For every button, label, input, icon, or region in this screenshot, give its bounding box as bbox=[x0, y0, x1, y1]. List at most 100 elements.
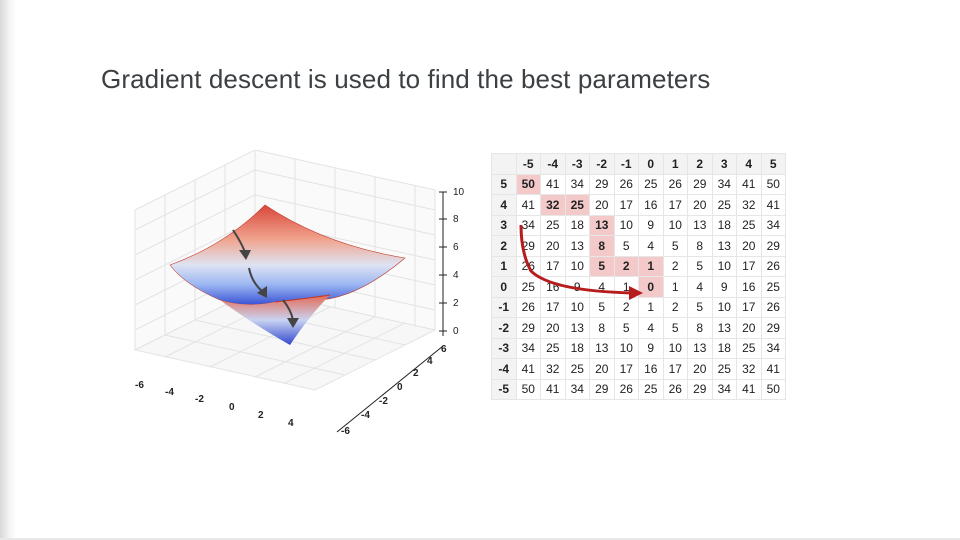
table-cell: 10 bbox=[662, 214, 688, 236]
row-header: -5 bbox=[491, 378, 517, 400]
z-tick-label: 0 bbox=[453, 326, 459, 337]
table-cell: 9 bbox=[711, 276, 737, 298]
table-cell: 20 bbox=[540, 317, 566, 339]
table-cell: 26 bbox=[662, 173, 688, 195]
slide-title: Gradient descent is used to find the bes… bbox=[101, 64, 711, 94]
table-cell: 50 bbox=[515, 173, 541, 195]
table-cell: 25 bbox=[540, 214, 566, 236]
table-cell: 13 bbox=[711, 317, 737, 339]
table-cell: 10 bbox=[662, 337, 688, 359]
row-header: -4 bbox=[491, 358, 517, 380]
table-cell: 29 bbox=[589, 173, 615, 195]
z-tick-label: 4 bbox=[453, 270, 459, 281]
table-cell: 17 bbox=[613, 358, 639, 380]
table-row: 5 50 41 34 29 26 25 26 29 34 41 50 bbox=[491, 173, 786, 195]
table-cell: 10 bbox=[613, 214, 639, 236]
column-header: 3 bbox=[711, 153, 737, 175]
x-tick-label: 2 bbox=[258, 410, 264, 421]
table-cell: 25 bbox=[638, 378, 664, 400]
x-tick-label: -4 bbox=[165, 387, 174, 398]
table-cell: 20 bbox=[540, 235, 566, 257]
table-cell: 32 bbox=[540, 358, 566, 380]
table-cell: 25 bbox=[760, 276, 786, 298]
table-cell: 41 bbox=[540, 378, 566, 400]
row-header: 5 bbox=[491, 173, 517, 195]
table-cell: 32 bbox=[540, 194, 566, 216]
row-header: 4 bbox=[491, 194, 517, 216]
row-header: 2 bbox=[491, 235, 517, 257]
table-cell: 25 bbox=[736, 214, 762, 236]
table-cell: 25 bbox=[540, 337, 566, 359]
table-cell: 26 bbox=[515, 296, 541, 318]
y-tick-label: 0 bbox=[397, 382, 403, 393]
table-cell: 25 bbox=[638, 173, 664, 195]
table-cell: 26 bbox=[662, 378, 688, 400]
table-cell: 29 bbox=[760, 317, 786, 339]
table-cell: 2 bbox=[662, 296, 688, 318]
row-header: 3 bbox=[491, 214, 517, 236]
table-cell: 17 bbox=[540, 296, 566, 318]
table-cell: 34 bbox=[515, 337, 541, 359]
table-cell: 9 bbox=[564, 276, 590, 298]
table-cell: 9 bbox=[638, 214, 664, 236]
table-cell: 17 bbox=[662, 194, 688, 216]
table-cell: 13 bbox=[589, 214, 615, 236]
table-cell: 8 bbox=[589, 317, 615, 339]
table-cell: 34 bbox=[711, 173, 737, 195]
table-cell: 41 bbox=[760, 194, 786, 216]
row-header: -3 bbox=[491, 337, 517, 359]
y-tick-label: -6 bbox=[341, 426, 350, 437]
table-cell: 17 bbox=[736, 296, 762, 318]
table-cell: 25 bbox=[564, 358, 590, 380]
loss-value-table: -5 -4 -3 -2 -1 0 1 2 3 4 5 5 50 41 34 29 26 25 26 29 34 41 50 4… bbox=[491, 153, 786, 400]
table-cell: 10 bbox=[711, 255, 737, 277]
table-cell: 5 bbox=[662, 235, 688, 257]
table-cell: 8 bbox=[589, 235, 615, 257]
table-row: 3 34 25 18 13 10 9 10 13 18 25 34 bbox=[491, 214, 786, 236]
table-cell: 16 bbox=[638, 194, 664, 216]
table-cell: 8 bbox=[687, 317, 713, 339]
table-cell: 10 bbox=[613, 337, 639, 359]
x-tick-label: -6 bbox=[135, 380, 144, 391]
table-cell: 13 bbox=[589, 337, 615, 359]
table-cell: 41 bbox=[736, 378, 762, 400]
table-cell: 13 bbox=[711, 235, 737, 257]
table-cell: 5 bbox=[613, 235, 639, 257]
table-cell: 9 bbox=[638, 337, 664, 359]
table-cell: 41 bbox=[760, 358, 786, 380]
table-header-row: -5 -4 -3 -2 -1 0 1 2 3 4 5 bbox=[491, 153, 786, 175]
table-cell: 50 bbox=[515, 378, 541, 400]
table-cell: 26 bbox=[760, 296, 786, 318]
column-header: -4 bbox=[540, 153, 566, 175]
table-cell: 20 bbox=[687, 194, 713, 216]
table-cell: 18 bbox=[711, 214, 737, 236]
table-cell: 13 bbox=[564, 317, 590, 339]
table-row: 2 29 20 13 8 5 4 5 8 13 20 29 bbox=[491, 235, 786, 257]
table-cell: 5 bbox=[589, 255, 615, 277]
table-corner-cell bbox=[491, 153, 517, 175]
table-cell: 34 bbox=[515, 214, 541, 236]
table-cell: 20 bbox=[589, 194, 615, 216]
slide-bottom-edge bbox=[0, 538, 960, 540]
table-cell: 5 bbox=[687, 255, 713, 277]
table-cell: 29 bbox=[687, 173, 713, 195]
table-cell: 5 bbox=[662, 317, 688, 339]
table-cell: 20 bbox=[736, 235, 762, 257]
column-header: -2 bbox=[589, 153, 615, 175]
table-cell: 17 bbox=[540, 255, 566, 277]
table-cell: 13 bbox=[564, 235, 590, 257]
table-cell: 4 bbox=[638, 317, 664, 339]
surface-plot-3d: 0 2 4 6 8 10 -6 -4 -2 0 2 4 -6 -4 -2 0 2… bbox=[133, 150, 465, 437]
table-cell: 34 bbox=[564, 378, 590, 400]
table-cell: 25 bbox=[564, 194, 590, 216]
column-header: 2 bbox=[687, 153, 713, 175]
z-tick-label: 2 bbox=[453, 298, 459, 309]
x-tick-label: 4 bbox=[288, 418, 294, 429]
table-cell: 5 bbox=[589, 296, 615, 318]
table-cell: 25 bbox=[711, 194, 737, 216]
table-cell: 18 bbox=[564, 214, 590, 236]
table-cell: 8 bbox=[687, 235, 713, 257]
table-row: 0 25 16 9 4 1 0 1 4 9 16 25 bbox=[491, 276, 786, 298]
table-cell: 41 bbox=[515, 194, 541, 216]
table-cell: 10 bbox=[564, 255, 590, 277]
